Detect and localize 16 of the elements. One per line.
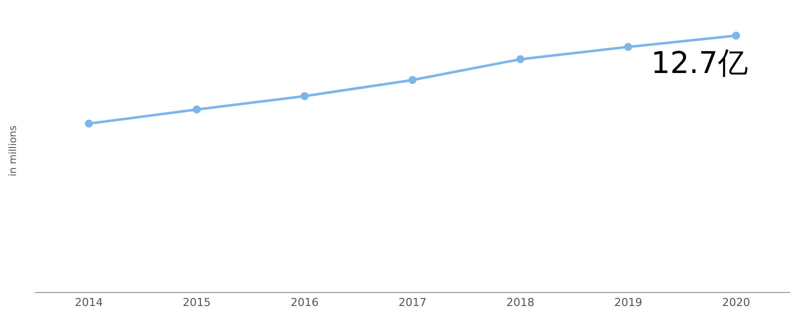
point [732,32,740,40]
point [516,55,524,64]
x-tick-label: 2020 [722,296,750,310]
x-tick-label: 2018 [506,296,534,310]
x-tick-label: 2017 [398,296,426,310]
point [300,92,309,100]
x-tick-label: 2019 [614,296,642,310]
point [192,105,201,114]
point [624,42,632,51]
point [408,76,416,84]
x-tick-label: 2015 [182,296,211,310]
y-axis-title: in millions [8,126,19,176]
point [84,120,93,128]
x-tick-label: 2014 [74,296,103,310]
x-tick-label: 2016 [290,296,319,310]
annotation: 12.7亿 [651,46,748,81]
